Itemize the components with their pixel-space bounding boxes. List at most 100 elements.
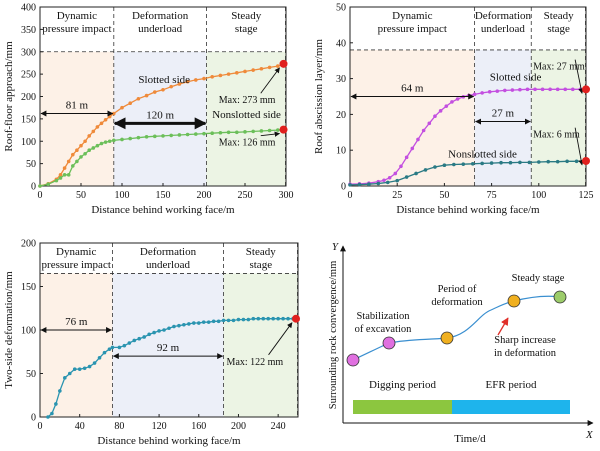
data-point	[77, 367, 82, 371]
stage-label: Deformation	[140, 246, 197, 258]
x-tick-label: 300	[279, 190, 294, 201]
data-point	[399, 164, 403, 169]
data-point	[461, 162, 466, 166]
data-point	[246, 317, 251, 322]
data-point	[510, 88, 515, 92]
y-tick-label: 0	[31, 413, 36, 424]
data-point	[261, 316, 266, 321]
max-label: Max: 27 mm	[533, 62, 585, 73]
data-point	[266, 316, 271, 321]
stage-label: stage	[249, 259, 272, 271]
stage-label: of excavation	[355, 324, 413, 335]
data-point	[226, 318, 231, 323]
data-point	[107, 114, 112, 119]
data-point	[82, 366, 87, 371]
data-point	[152, 330, 156, 335]
data-point	[71, 164, 75, 168]
data-point	[480, 91, 484, 95]
data-point	[376, 181, 381, 186]
data-point	[128, 136, 132, 141]
data-point	[495, 89, 500, 93]
series-annotation: Slotted side	[138, 74, 190, 86]
data-point	[206, 320, 211, 324]
data-point	[112, 138, 116, 143]
y-tick-label: 150	[21, 282, 36, 293]
series-annotation: Nonslotted side	[448, 148, 517, 160]
stage-point	[346, 353, 360, 367]
data-point	[259, 66, 264, 71]
max-pointer	[574, 59, 584, 94]
data-point	[54, 402, 58, 406]
stage-label: Steady	[544, 10, 574, 22]
data-point	[357, 182, 362, 187]
data-point	[71, 152, 75, 157]
data-point	[256, 316, 261, 321]
stage-label: deformation	[431, 297, 483, 308]
y-tick-label: 30	[336, 74, 346, 85]
data-point	[243, 69, 247, 74]
stage-label: Deformation	[475, 10, 532, 22]
data-point	[231, 318, 236, 323]
data-point	[50, 411, 54, 416]
data-point	[202, 131, 206, 136]
data-point	[102, 350, 107, 355]
data-point	[442, 163, 447, 168]
data-point	[527, 160, 532, 165]
data-point	[540, 87, 545, 92]
data-point	[503, 88, 507, 93]
data-point	[218, 73, 223, 78]
data-point	[455, 97, 460, 101]
x-tick-label: 150	[156, 190, 171, 201]
stage-label: underload	[138, 23, 182, 35]
data-point	[137, 336, 142, 341]
data-point	[216, 319, 221, 324]
max-label: Max: 122 mm	[227, 357, 284, 368]
data-point	[226, 130, 231, 135]
y-tick-label: 50	[26, 159, 36, 170]
data-point	[169, 133, 173, 138]
y-tick-label: 250	[21, 70, 36, 81]
data-point	[103, 140, 108, 144]
data-point	[259, 129, 264, 133]
data-point	[555, 159, 560, 164]
series-annotation: Slotted side	[490, 71, 542, 83]
data-point	[235, 70, 239, 75]
data-point	[185, 132, 190, 137]
stage-label: Stabilization	[356, 311, 410, 322]
data-point	[211, 319, 216, 324]
data-point	[66, 173, 71, 177]
data-point	[132, 338, 137, 343]
x-tick-label: 50	[439, 190, 449, 201]
data-point	[192, 321, 196, 325]
data-point	[54, 178, 59, 183]
data-point	[271, 316, 275, 321]
data-point	[196, 321, 201, 325]
data-point	[518, 160, 522, 165]
y-tick-label: 150	[21, 114, 36, 125]
x-tick-label: 80	[114, 421, 124, 432]
period-label: Digging period	[369, 379, 436, 391]
data-point	[525, 87, 530, 92]
y-axis-label: Two-side deformation/mm	[3, 271, 15, 389]
data-point	[423, 168, 428, 172]
data-point	[404, 155, 409, 160]
data-point	[537, 160, 541, 164]
data-point	[75, 148, 79, 152]
data-point	[421, 128, 426, 133]
data-point	[236, 317, 241, 322]
data-point	[480, 161, 484, 166]
data-point	[62, 173, 67, 177]
y-tick-label: 50	[26, 369, 36, 380]
data-point	[58, 173, 63, 177]
data-point	[487, 90, 492, 94]
x-tick-label: 100	[531, 190, 546, 201]
data-point	[58, 389, 62, 393]
data-point	[187, 322, 191, 326]
stage-band	[350, 49, 475, 187]
x-tick-label: 0	[38, 190, 43, 201]
stage-band	[40, 273, 113, 417]
data-point	[157, 329, 161, 333]
max-point	[279, 59, 288, 68]
data-point	[177, 133, 182, 137]
